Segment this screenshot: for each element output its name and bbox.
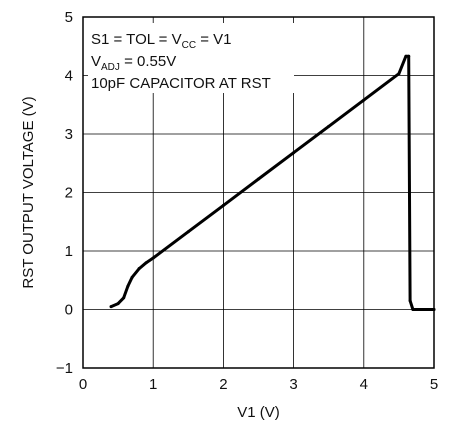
data-point [327,124,331,128]
x-tick-label: 4 [360,376,368,393]
data-point [362,98,366,102]
data-point [144,261,148,265]
data-point [137,267,141,271]
annotation-part: ADJ [101,62,120,73]
data-point [411,308,415,311]
annotation-part: V [91,53,101,70]
y-tick-label: −1 [56,360,73,377]
data-point [126,284,130,288]
data-point [292,151,296,155]
x-tick-label: 2 [219,376,227,393]
x-tick-label: 1 [149,376,157,393]
data-point [257,177,260,181]
data-point [116,302,120,306]
y-tick-label: 1 [65,243,73,260]
annotation-line: VADJ = 0.55V [91,53,176,73]
plot-frame [82,16,435,369]
y-axis-label: RST OUTPUT VOLTAGE (V) [20,96,37,288]
data-point [130,275,134,279]
data-point [408,299,412,303]
data-point [404,54,408,58]
data-point [122,296,126,300]
x-tick-label: 0 [79,376,87,393]
data-point [432,308,436,311]
y-axis-ticks: −1 0 1 2 3 4 5 [56,9,73,377]
annotation-part: 10pF CAPACITOR AT RST [91,75,271,92]
y-tick-label: 5 [65,9,73,26]
annotation-part: CC [182,40,196,51]
annotation-part: S1 = TOL = V [91,31,182,48]
annotation-part: = 0.55V [120,53,176,70]
annotation-background [88,23,294,93]
data-point [151,256,155,260]
x-tick-label: 5 [430,376,438,393]
x-axis-label: V1 (V) [237,404,280,421]
data-point [221,203,225,207]
annotation-line: S1 = TOL = VCC = V1 [91,31,232,51]
series-line [109,54,436,311]
annotation-part: = V1 [196,31,231,48]
x-tick-label: 3 [289,376,297,393]
x-axis-ticks: 0 1 2 3 4 5 [79,376,438,393]
y-tick-label: 3 [65,126,73,143]
data-point [407,54,411,58]
y-tick-label: 0 [65,302,73,319]
data-point [397,72,401,76]
y-tick-label: 4 [65,68,73,85]
data-point [186,230,190,234]
annotation-line: 10pF CAPACITOR AT RST [91,75,271,92]
data-point [109,305,113,309]
series-group [109,54,436,311]
y-tick-label: 2 [65,185,73,202]
